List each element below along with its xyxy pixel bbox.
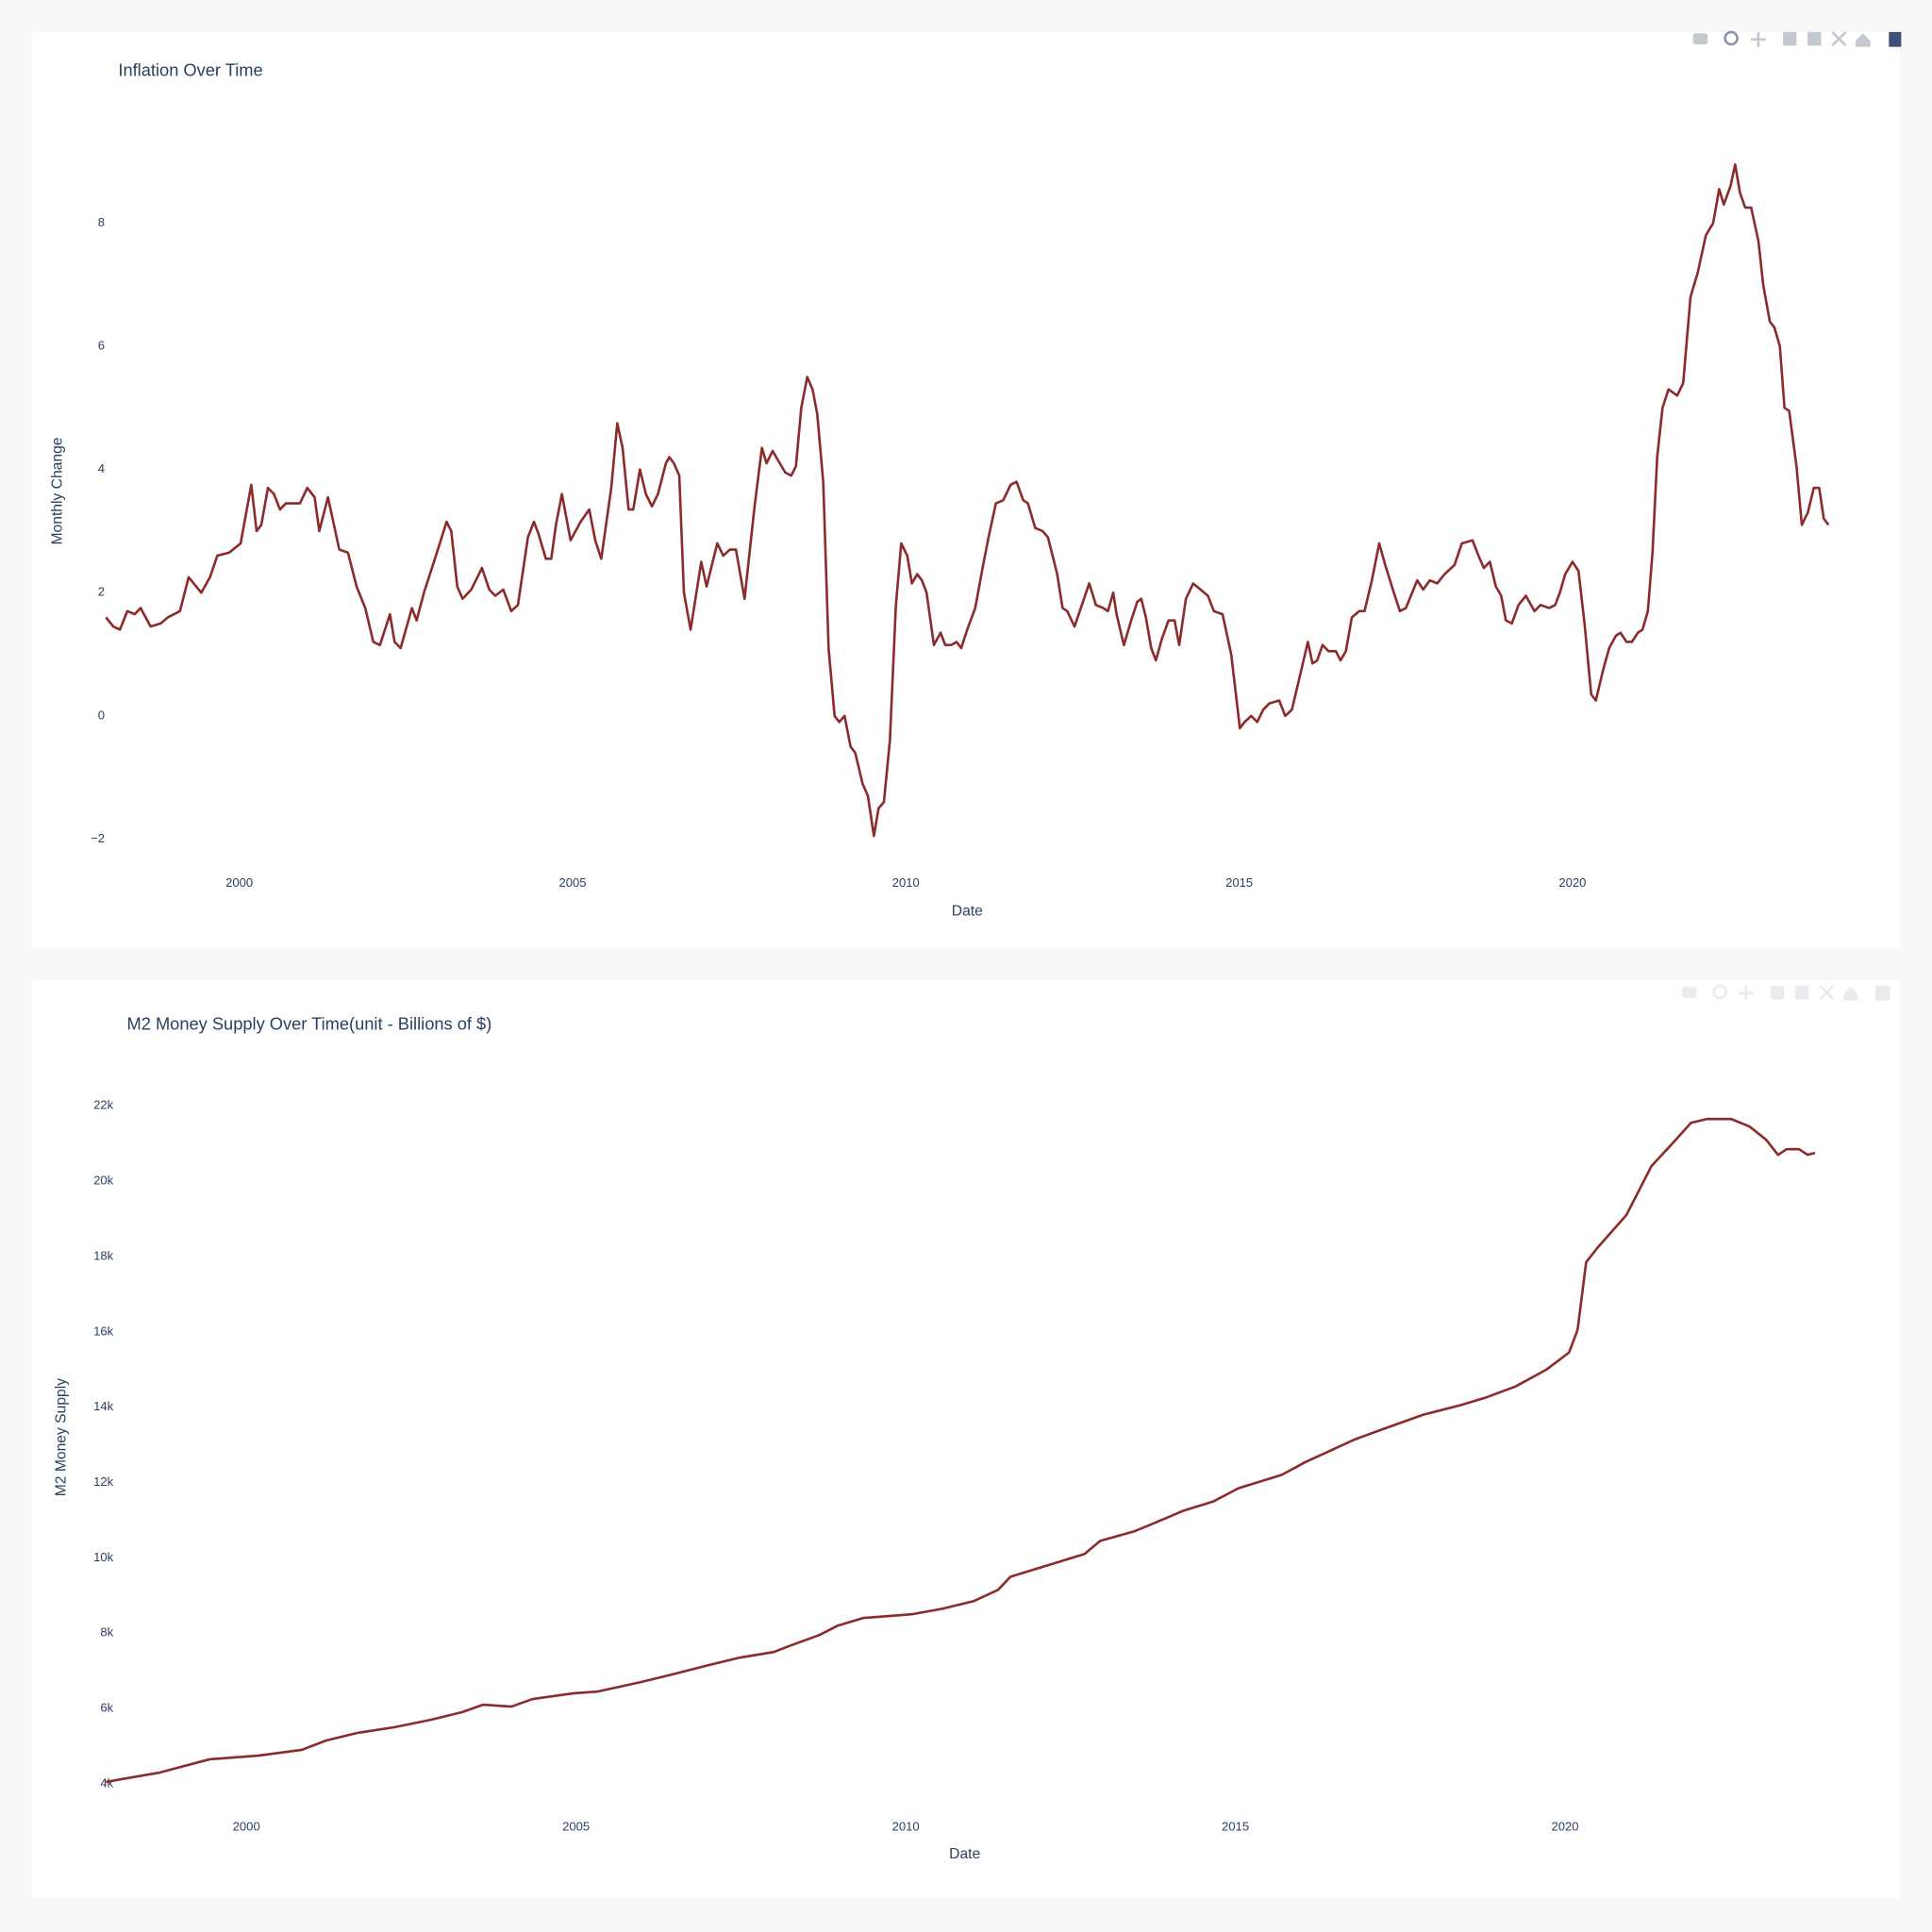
zoom-out-icon[interactable]	[1807, 31, 1822, 46]
panel	[31, 979, 1901, 1898]
y-tick-label: 22k	[93, 1098, 114, 1112]
zoom-in-icon[interactable]	[1782, 31, 1797, 46]
y-tick-label: 4	[98, 461, 105, 475]
y-tick-label: 12k	[93, 1474, 114, 1489]
x-tick-label: 2005	[558, 875, 586, 890]
x-tick-label: 2020	[1552, 1819, 1579, 1833]
camera-icon[interactable]	[1681, 987, 1697, 998]
autoscale-icon[interactable]	[1819, 984, 1835, 1001]
x-axis-title: Date	[952, 904, 983, 920]
x-tick-label: 2010	[892, 875, 920, 890]
chart-title: M2 Money Supply Over Time(unit - Billion…	[127, 1014, 492, 1034]
modebar[interactable]	[1681, 984, 1890, 1001]
zoom-in-icon[interactable]	[1770, 985, 1785, 1000]
y-tick-label: 6k	[100, 1700, 113, 1714]
y-tick-label: 16k	[93, 1324, 114, 1338]
y-tick-label: −2	[91, 831, 105, 845]
x-tick-label: 2010	[892, 1819, 920, 1833]
plotly-logo[interactable]	[1874, 985, 1890, 1001]
reset-icon[interactable]	[1842, 987, 1858, 1001]
x-axis-title: Date	[949, 1846, 980, 1862]
pan-icon[interactable]	[1738, 985, 1754, 1001]
y-tick-label: 20k	[93, 1174, 114, 1188]
x-tick-label: 2000	[233, 1819, 260, 1833]
autoscale-icon[interactable]	[1831, 31, 1847, 47]
y-tick-label: 8k	[100, 1625, 113, 1640]
zoom-icon[interactable]	[1724, 30, 1739, 46]
data-line	[106, 1117, 1816, 1784]
y-axis-title: Monthly Change	[50, 437, 66, 544]
zoom-icon[interactable]	[1712, 984, 1728, 1000]
y-tick-label: 10k	[93, 1550, 114, 1564]
data-line	[105, 163, 1830, 838]
x-tick-label: 2000	[225, 875, 253, 890]
reset-icon[interactable]	[1856, 33, 1871, 47]
y-tick-label: 8	[98, 215, 105, 229]
modebar[interactable]	[1692, 30, 1902, 47]
y-tick-label: 2	[98, 585, 105, 599]
y-tick-label: 14k	[93, 1399, 114, 1413]
y-tick-label: 0	[98, 708, 105, 722]
y-axis-title: M2 Money Supply	[53, 1378, 69, 1496]
camera-icon[interactable]	[1692, 33, 1708, 45]
y-tick-label: 18k	[93, 1248, 114, 1262]
plotly-logo[interactable]	[1889, 31, 1902, 47]
chart-title: Inflation Over Time	[118, 60, 262, 80]
x-tick-label: 2015	[1222, 1819, 1249, 1833]
y-tick-label: 6	[98, 338, 105, 352]
pan-icon[interactable]	[1750, 31, 1766, 47]
x-tick-label: 2005	[562, 1819, 590, 1833]
x-tick-label: 2020	[1558, 875, 1586, 890]
zoom-out-icon[interactable]	[1795, 985, 1809, 1000]
x-tick-label: 2015	[1225, 875, 1253, 890]
panel	[31, 31, 1901, 949]
